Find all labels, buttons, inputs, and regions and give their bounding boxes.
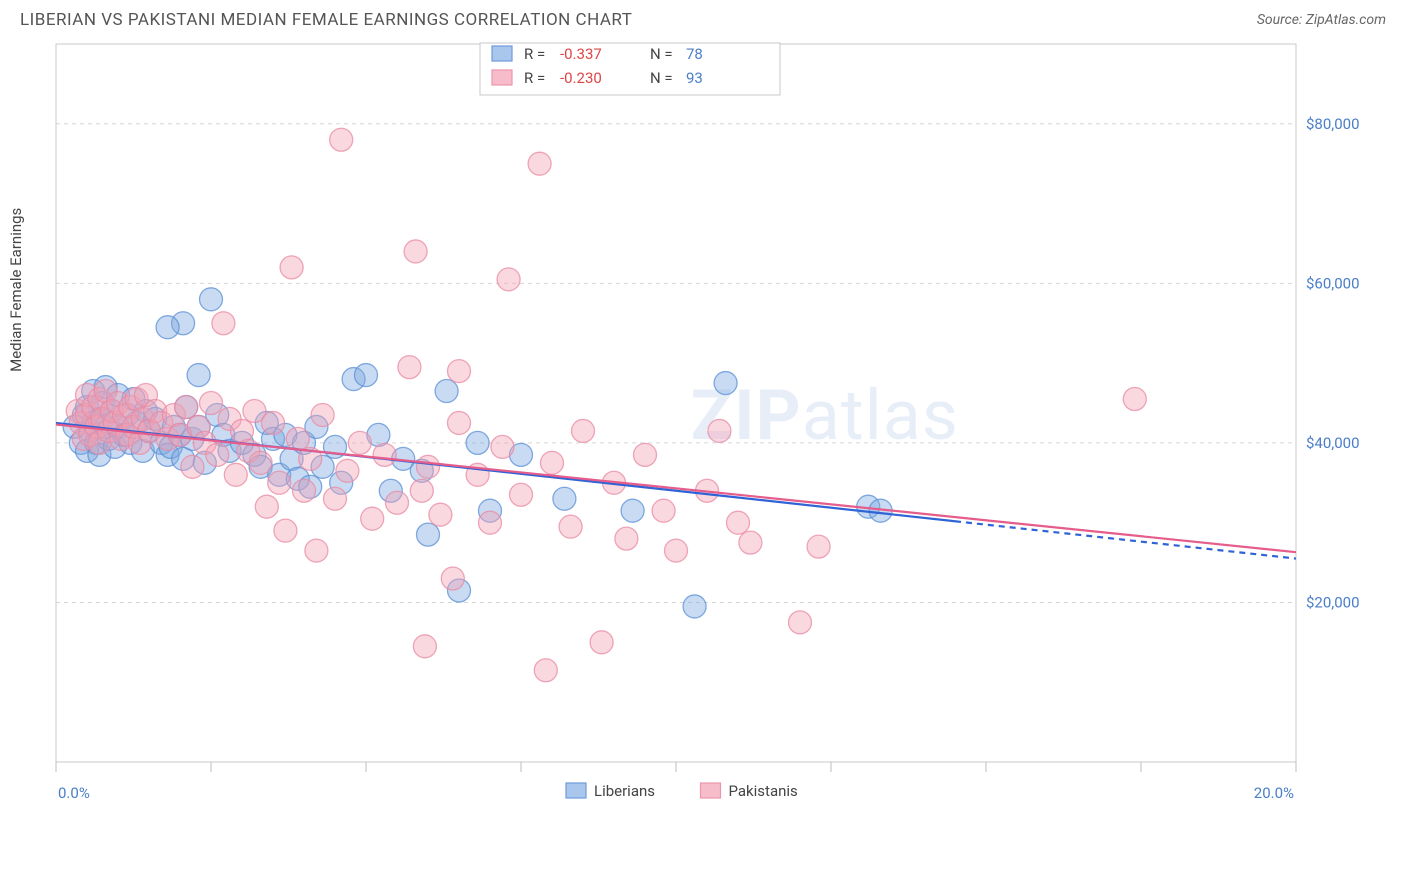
svg-text:Pakistanis: Pakistanis — [729, 782, 798, 800]
y-tick-label: $80,000 — [1306, 115, 1360, 133]
y-tick-label: $20,000 — [1306, 593, 1360, 611]
chart-title: LIBERIAN VS PAKISTANI MEDIAN FEMALE EARN… — [20, 10, 632, 30]
svg-text:93: 93 — [686, 69, 703, 87]
svg-text:Liberians: Liberians — [594, 782, 655, 800]
svg-text:N =: N = — [650, 69, 673, 87]
svg-text:-0.337: -0.337 — [560, 45, 602, 63]
chart-area: Median Female Earnings $20,000$40,000$60… — [50, 40, 1386, 850]
x-tick-label: 20.0% — [1254, 784, 1294, 802]
y-tick-label: $40,000 — [1306, 434, 1360, 452]
svg-text:R =: R = — [524, 45, 545, 63]
y-tick-label: $60,000 — [1306, 274, 1360, 292]
x-tick-label: 0.0% — [58, 784, 90, 802]
svg-text:-0.230: -0.230 — [560, 69, 602, 87]
svg-text:78: 78 — [686, 45, 703, 63]
svg-text:R =: R = — [524, 69, 545, 87]
scatter-chart: $20,000$40,000$60,000$80,0000.0%20.0%ZIP… — [50, 40, 1370, 850]
y-axis-label: Median Female Earnings — [7, 208, 25, 372]
legend-correlation: R = -0.337 N = 78 R = -0.230 N = 93 — [480, 43, 780, 95]
legend-series: Liberians Pakistanis — [566, 782, 798, 800]
chart-source: Source: ZipAtlas.com — [1257, 12, 1386, 28]
svg-text:N =: N = — [650, 45, 673, 63]
